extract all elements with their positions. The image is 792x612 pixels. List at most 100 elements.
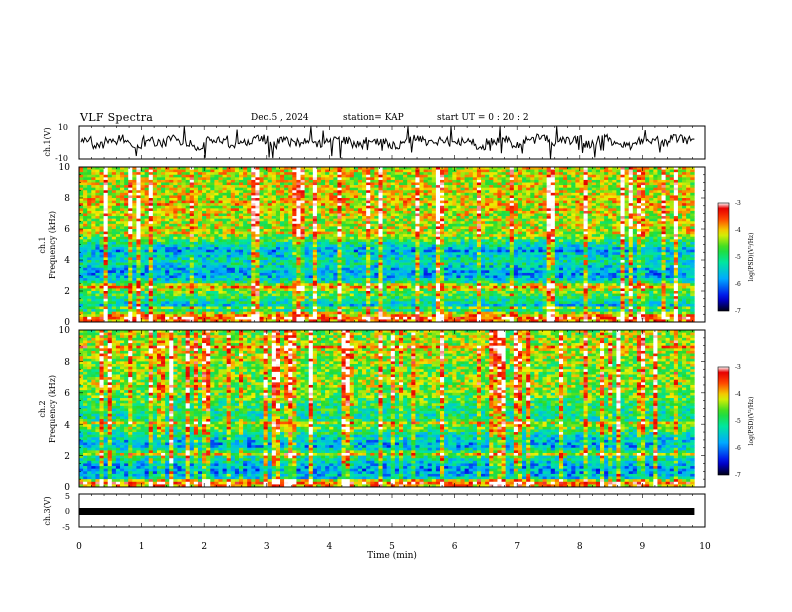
spectrogram-cell bbox=[407, 280, 412, 284]
spectrogram-cell bbox=[79, 167, 84, 170]
spectrogram-cell bbox=[144, 275, 150, 279]
spectrogram-cell bbox=[271, 203, 277, 207]
spectrogram-cell bbox=[349, 179, 355, 183]
spectrogram-cell bbox=[296, 296, 301, 300]
spectrogram-cell bbox=[83, 275, 88, 279]
spectrogram-cell bbox=[99, 257, 104, 261]
spectrogram-cell bbox=[345, 316, 351, 320]
spectrogram-cell bbox=[255, 252, 260, 256]
spectrogram-cell bbox=[238, 195, 244, 199]
spectrogram-cell bbox=[222, 288, 227, 292]
spectrogram-cell bbox=[374, 187, 379, 191]
spectrogram-cell bbox=[288, 192, 293, 196]
spectrogram-cell bbox=[193, 208, 199, 212]
spectrogram-cell bbox=[95, 257, 100, 261]
spectrogram-cell bbox=[407, 257, 412, 261]
spectrogram-cell bbox=[357, 213, 363, 217]
spectrogram-cell bbox=[316, 306, 322, 310]
spectrogram-cell bbox=[321, 221, 326, 225]
spectrogram-cell bbox=[386, 226, 392, 230]
spectrogram-cell bbox=[296, 260, 301, 263]
spectrogram-cell bbox=[398, 203, 404, 207]
spectrogram-cell bbox=[243, 190, 248, 194]
spectrogram-cell bbox=[312, 275, 318, 279]
spectrogram-cell bbox=[341, 195, 346, 199]
spectrogram-cell bbox=[292, 247, 297, 250]
spectrogram-cell bbox=[79, 319, 84, 323]
spectrogram-cell bbox=[238, 280, 244, 284]
spectrogram-cell bbox=[144, 200, 150, 204]
spectrogram-cell bbox=[333, 309, 338, 312]
spectrogram-cell bbox=[280, 221, 285, 225]
spectrogram-cell bbox=[173, 185, 178, 188]
spectrogram-cell bbox=[304, 270, 310, 274]
spectrogram-cell bbox=[103, 260, 109, 263]
spectrogram-cell bbox=[321, 172, 326, 176]
spectrogram-cell bbox=[349, 293, 355, 297]
spectrogram-cell bbox=[136, 293, 141, 297]
spectrogram-cell bbox=[247, 241, 252, 245]
spectrogram-cell bbox=[374, 267, 379, 271]
spectrogram-cell bbox=[366, 288, 371, 292]
spectrogram-cell bbox=[366, 306, 371, 310]
spectrogram-cell bbox=[83, 314, 88, 318]
spectrogram-cell bbox=[144, 247, 150, 250]
spectrogram-cell bbox=[255, 216, 260, 219]
spectrogram-cell bbox=[238, 200, 244, 204]
spectrogram-cell bbox=[202, 200, 207, 204]
spectrogram-cell bbox=[321, 257, 326, 261]
spectrogram-cell bbox=[161, 285, 166, 289]
spectrogram-cell bbox=[403, 247, 408, 250]
spectrogram-cell bbox=[210, 231, 215, 235]
spectrogram-cell bbox=[111, 169, 117, 173]
spectrogram-cell bbox=[79, 190, 84, 194]
spectrogram-cell bbox=[140, 311, 145, 315]
spectrogram-cell bbox=[271, 208, 277, 212]
spectrogram-cell bbox=[87, 285, 92, 289]
spectrogram-cell bbox=[292, 301, 297, 305]
spectrogram-cell bbox=[156, 275, 162, 279]
spectrogram-cell bbox=[132, 285, 137, 289]
spectrogram-cell bbox=[115, 306, 121, 310]
spectrogram-cell bbox=[386, 229, 392, 232]
spectrogram-cell bbox=[325, 192, 330, 196]
spectrogram-cell bbox=[296, 198, 301, 201]
spectrogram-cell bbox=[161, 216, 166, 219]
spectrogram-cell bbox=[382, 278, 387, 281]
spectrogram-cell bbox=[132, 198, 137, 201]
spectrogram-cell bbox=[107, 231, 113, 235]
spectrogram-cell bbox=[79, 239, 84, 243]
spectrogram-cell bbox=[333, 267, 338, 271]
spectrogram-cell bbox=[292, 260, 297, 263]
spectrogram-cell bbox=[140, 272, 145, 276]
spectrogram-cell bbox=[349, 252, 355, 256]
spectrogram-cell bbox=[345, 195, 351, 199]
spectrogram-cell bbox=[308, 293, 314, 297]
spectrogram-cell bbox=[321, 216, 326, 219]
spectrogram-cell bbox=[288, 306, 293, 310]
spectrogram-cell bbox=[238, 265, 244, 269]
spectrogram-cell bbox=[304, 172, 310, 176]
spectrogram-cell bbox=[337, 265, 342, 269]
spectrogram-cell bbox=[95, 270, 100, 274]
spectrogram-cell bbox=[394, 303, 400, 307]
spectrogram-cell bbox=[148, 192, 154, 196]
spectrogram-cell bbox=[255, 319, 260, 323]
spectrogram-cell bbox=[91, 210, 96, 214]
spectrogram-cell bbox=[247, 192, 252, 196]
spectrogram-cell bbox=[300, 174, 305, 178]
spectrogram-cell bbox=[165, 267, 170, 271]
spectrogram-cell bbox=[83, 182, 88, 186]
spectrogram-cell bbox=[280, 185, 285, 188]
spectrogram-cell bbox=[366, 200, 371, 204]
spectrogram-cell bbox=[345, 301, 351, 305]
spectrogram-cell bbox=[95, 314, 100, 318]
spectrogram-cell bbox=[161, 303, 166, 307]
spectrogram-cell bbox=[288, 252, 293, 256]
spectrogram-cell bbox=[259, 265, 264, 269]
spectrogram-cell bbox=[415, 205, 420, 209]
spectrogram-cell bbox=[111, 167, 117, 170]
spectrogram-cell bbox=[238, 190, 244, 194]
spectrogram-cell bbox=[210, 226, 215, 230]
spectrogram-cell bbox=[374, 190, 379, 194]
